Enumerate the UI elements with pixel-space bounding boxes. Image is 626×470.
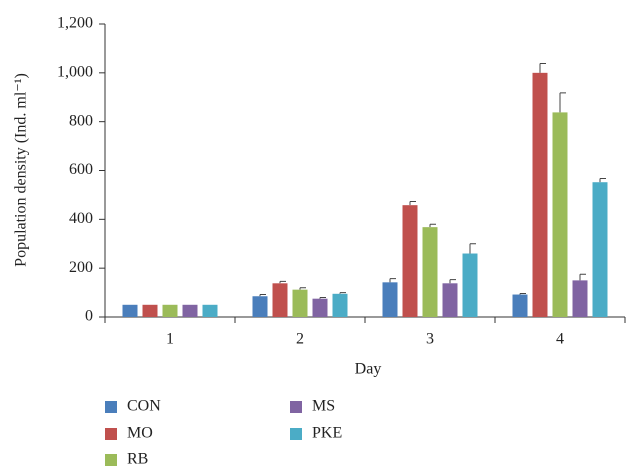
y-tick-label: 800 [69,112,93,129]
legend-swatch [105,401,117,413]
bar [572,280,588,317]
bar [512,294,528,317]
legend-swatch [105,428,117,440]
legend-swatch [290,401,302,413]
y-axis-label: Population density (Ind. ml⁻¹) [13,73,30,267]
y-tick-label: 600 [69,161,93,178]
bar [462,253,478,317]
y-tick-label: 0 [85,308,93,325]
y-tick-label: 1,200 [57,15,93,32]
y-tick-label: 1,000 [57,64,93,81]
x-axis-label: Day [355,361,382,378]
x-tick-label: 1 [166,331,174,348]
error-bar [469,243,476,254]
error-bar [429,223,436,228]
bar [252,296,268,317]
legend-label: PKE [312,425,342,442]
error-bar [389,278,396,283]
error-bar [259,294,266,297]
bar [202,304,218,317]
x-tick-label: 4 [556,331,564,348]
bar [592,182,608,317]
bar [272,283,288,317]
error-bar [559,92,566,113]
error-bar [299,287,306,290]
bar [122,304,138,317]
bar [422,227,438,317]
bar [292,289,308,317]
error-bar [599,178,606,183]
error-bar [449,279,456,284]
bar [312,298,328,317]
bar [532,72,548,317]
bar [402,205,418,317]
bar [442,283,458,317]
y-tick-label: 200 [69,259,93,276]
bar [332,293,348,317]
error-bar [539,63,546,73]
error-bar [409,201,416,206]
error-bar [339,292,346,294]
bar [552,112,568,317]
x-tick-label: 2 [296,331,304,348]
y-tick-label: 400 [69,210,93,227]
bar [382,282,398,317]
error-bar [579,273,586,281]
error-bar [319,296,326,299]
legend-label: CON [127,398,161,415]
legend-label: RB [127,451,148,468]
bar [162,304,178,317]
error-bar [279,280,286,284]
bar [142,304,158,317]
legend-label: MS [312,398,335,415]
legend-label: MO [127,425,153,442]
bar [182,304,198,317]
legend-swatch [105,454,117,466]
error-bar [519,293,526,295]
x-tick-label: 3 [426,331,434,348]
legend-swatch [290,428,302,440]
